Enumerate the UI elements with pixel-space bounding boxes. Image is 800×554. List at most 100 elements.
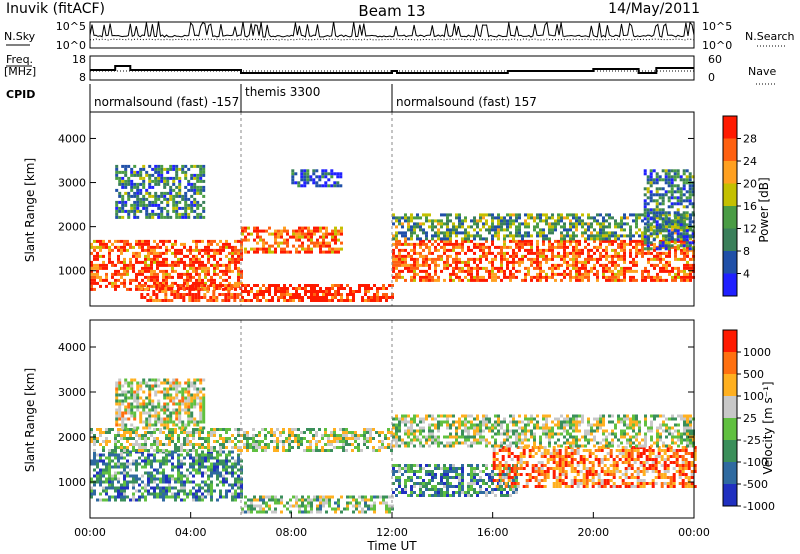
- heatmap-cell: [277, 299, 280, 302]
- heatmap-cell: [167, 299, 171, 302]
- heatmap-cell: [174, 281, 177, 285]
- heatmap-cell: [132, 480, 135, 484]
- heatmap-cell: [247, 250, 250, 254]
- heatmap-cell: [676, 211, 680, 215]
- heatmap-cell: [225, 254, 228, 258]
- heatmap-cell: [259, 229, 262, 233]
- heatmap-cell: [455, 485, 458, 488]
- heatmap-cell: [313, 287, 316, 290]
- heatmap-cell: [688, 247, 692, 251]
- heatmap-cell: [207, 431, 210, 434]
- heatmap-cell: [303, 175, 307, 179]
- heatmap-cell: [503, 257, 506, 261]
- heatmap-cell: [673, 190, 677, 194]
- heatmap-cell: [180, 443, 183, 446]
- heatmap-cell: [156, 278, 159, 282]
- heatmap-cell: [168, 428, 171, 431]
- heatmap-cell: [461, 488, 464, 491]
- heatmap-cell: [171, 266, 174, 270]
- heatmap-cell: [313, 290, 316, 293]
- heatmap-cell: [515, 239, 518, 243]
- heatmap-cell: [665, 260, 668, 264]
- heatmap-cell: [295, 247, 298, 251]
- heatmap-cell: [455, 251, 458, 255]
- heatmap-cell: [425, 260, 428, 264]
- heatmap-cell: [233, 299, 237, 302]
- heatmap-cell: [187, 188, 191, 192]
- heatmap-cell: [649, 169, 653, 173]
- heatmap-cell: [321, 169, 325, 173]
- heatmap-cell: [111, 275, 114, 279]
- heatmap-cell: [270, 434, 273, 437]
- heatmap-cell: [204, 248, 207, 252]
- heatmap-cell: [518, 257, 521, 261]
- heatmap-cell: [605, 237, 608, 241]
- heatmap-cell: [646, 229, 650, 233]
- heatmap-cell: [102, 239, 105, 243]
- heatmap-cell: [189, 278, 192, 282]
- heatmap-cell: [156, 281, 159, 285]
- heatmap-cell: [611, 231, 614, 235]
- heatmap-cell: [140, 293, 144, 296]
- heatmap-cell: [301, 287, 304, 290]
- heatmap-cell: [413, 228, 416, 232]
- heatmap-cell: [519, 452, 523, 455]
- heatmap-cell: [225, 245, 228, 249]
- heatmap-cell: [154, 212, 158, 216]
- heatmap-cell: [563, 237, 566, 241]
- heatmap-cell: [297, 443, 300, 446]
- heatmap-cell: [434, 260, 437, 264]
- heatmap-cell: [452, 225, 455, 229]
- heatmap-cell: [407, 464, 410, 467]
- heatmap-cell: [686, 275, 689, 279]
- heatmap-cell: [291, 175, 295, 179]
- heatmap-cell: [292, 235, 295, 239]
- heatmap-cell: [222, 446, 225, 449]
- heatmap-cell: [536, 263, 539, 267]
- heatmap-cell: [528, 449, 532, 452]
- heatmap-cell: [180, 446, 183, 449]
- heatmap-cell: [267, 443, 270, 446]
- heatmap-cell: [388, 495, 391, 499]
- heatmap-cell: [572, 257, 575, 261]
- heatmap-cell: [156, 486, 159, 490]
- heatmap-cell: [237, 480, 240, 484]
- heatmap-cell: [413, 485, 416, 488]
- heatmap-cell: [689, 278, 692, 282]
- heatmap-cell: [219, 434, 222, 437]
- heatmap-cell: [96, 477, 99, 481]
- heatmap-cell: [168, 474, 171, 478]
- heatmap-cell: [102, 242, 105, 246]
- heatmap-cell: [686, 248, 689, 252]
- heatmap-cell: [509, 225, 512, 229]
- heatmap-cell: [685, 235, 689, 239]
- heatmap-cell: [321, 172, 325, 176]
- heatmap-cell: [265, 510, 268, 514]
- heatmap-cell: [683, 239, 686, 243]
- heatmap-cell: [590, 254, 593, 258]
- heatmap-cell: [102, 459, 105, 463]
- heatmap-cell: [339, 446, 342, 449]
- heatmap-cell: [159, 443, 162, 446]
- heatmap-cell: [354, 431, 357, 434]
- heatmap-cell: [156, 471, 159, 475]
- heatmap-cell: [90, 284, 93, 288]
- heatmap-cell: [233, 284, 237, 287]
- heatmap-cell: [675, 458, 679, 461]
- heatmap-cell: [330, 175, 334, 179]
- heatmap-cell: [283, 290, 286, 293]
- heatmap-cell: [452, 228, 455, 232]
- heatmap-cell: [500, 228, 503, 232]
- heatmap-cell: [443, 476, 446, 479]
- heatmap-cell: [643, 211, 647, 215]
- heatmap-cell: [279, 434, 282, 437]
- heatmap-cell: [554, 228, 557, 232]
- heatmap-cell: [129, 281, 132, 285]
- heatmap-cell: [124, 209, 128, 213]
- heatmap-cell: [446, 482, 449, 485]
- heatmap-cell: [219, 281, 222, 285]
- heatmap-cell: [340, 232, 343, 236]
- heatmap-cell: [165, 480, 168, 484]
- heatmap-cell: [659, 278, 662, 282]
- heatmap-cell: [196, 185, 200, 189]
